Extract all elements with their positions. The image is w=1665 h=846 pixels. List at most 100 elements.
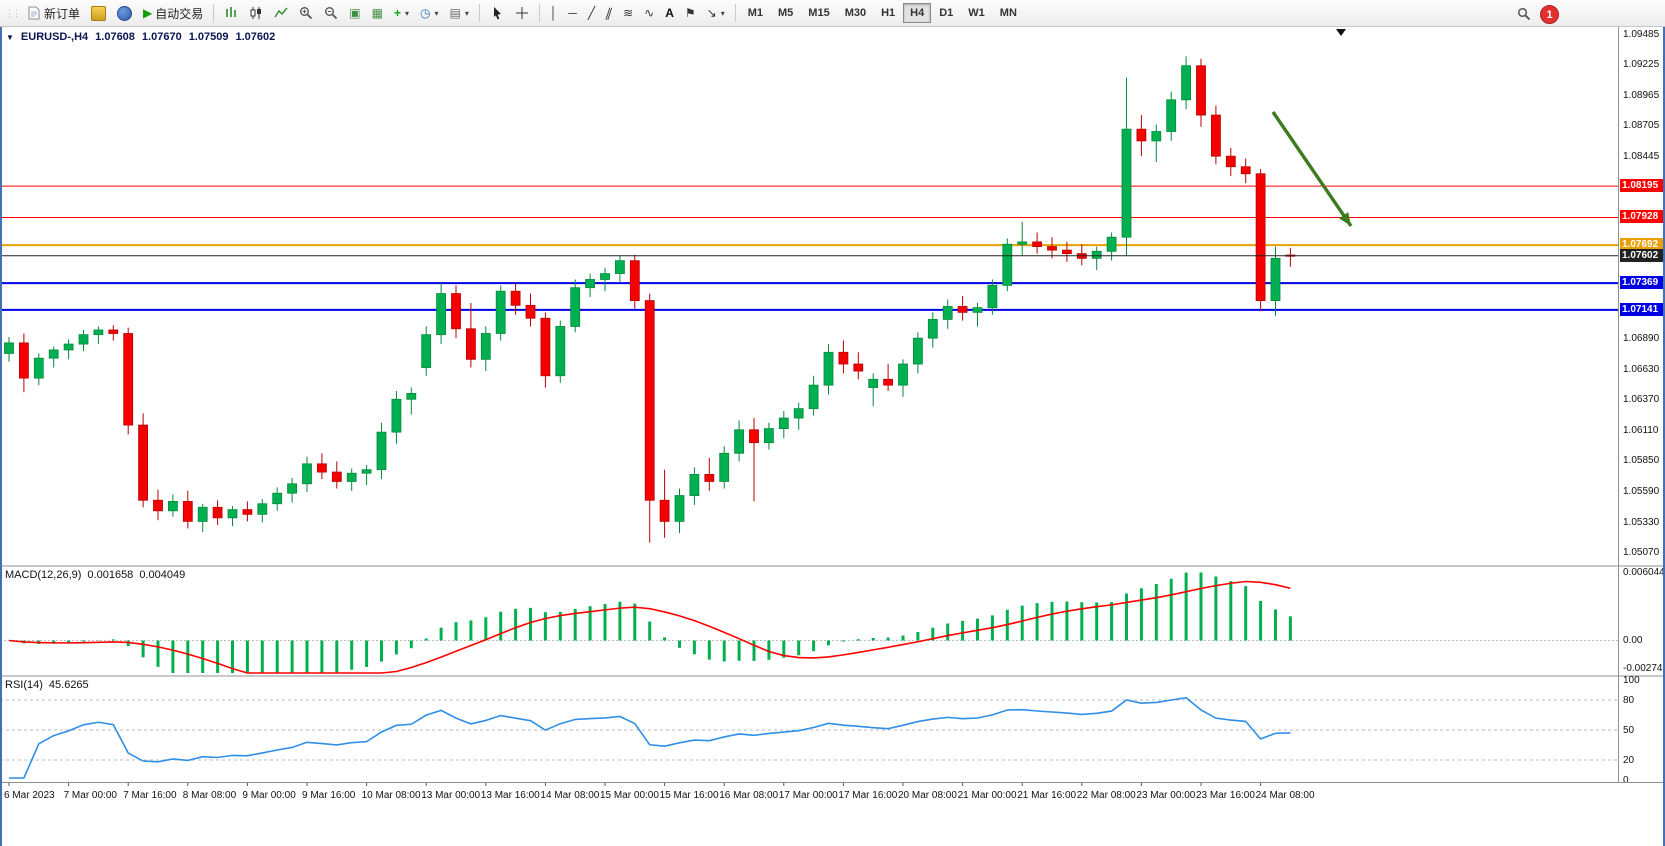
timeframe-h1-button[interactable]: H1 — [874, 3, 902, 23]
chevron-down-icon: ▾ — [720, 8, 725, 18]
price-scale-label: 1.06890 — [1623, 333, 1660, 345]
timeframe-m30-button[interactable]: M30 — [838, 3, 873, 23]
timeframe-m15-button[interactable]: M15 — [801, 3, 836, 23]
price-scale-label: 1.06370 — [1623, 394, 1660, 406]
search-icon — [1517, 7, 1531, 21]
equidistant-channel-button[interactable]: ∥ — [601, 2, 617, 24]
timeframe-w1-button[interactable]: W1 — [961, 3, 992, 23]
text-icon: A — [665, 6, 674, 20]
time-axis[interactable]: 6 Mar 2023 7 Mar 00:00 7 Mar 16:00 8 Mar 08… — [0, 782, 1665, 808]
rsi-title: RSI(14) 45.6265 — [5, 679, 89, 691]
new-order-label: 新订单 — [44, 6, 81, 21]
market-watch-button[interactable] — [112, 2, 137, 24]
cycle-lines-icon: ∿ — [644, 6, 655, 20]
time-axis-label: 21 Mar 16:00 — [1017, 790, 1077, 801]
time-axis-label: 7 Mar 16:00 — [123, 790, 177, 801]
fibonacci-button[interactable]: ≋ — [618, 2, 638, 24]
bar-chart-icon — [226, 7, 237, 17]
text-button[interactable]: A — [660, 2, 679, 24]
toolbar-grip[interactable]: ⋮⋮ — [5, 7, 21, 18]
cascade-windows-button[interactable]: ▦ — [367, 2, 388, 24]
candlestick-chart-button[interactable] — [244, 2, 268, 24]
templates-button[interactable]: ▤ ▾ — [444, 2, 473, 24]
vertical-line-icon: │ — [549, 6, 558, 20]
price-level-badge: 1.08195 — [1620, 179, 1663, 193]
rsi-scale-label: 80 — [1623, 695, 1635, 706]
periodicity-button[interactable]: ◷ ▾ — [415, 2, 444, 24]
text-label-button[interactable]: ⚑ — [680, 2, 701, 24]
tile-windows-button[interactable]: ▣ — [344, 2, 365, 24]
timeframe-m1-button[interactable]: M1 — [741, 3, 770, 23]
time-axis-label: 17 Mar 00:00 — [778, 790, 838, 801]
timeframe-d1-button[interactable]: D1 — [932, 3, 960, 23]
symbol-menu-icon[interactable]: ▼ — [6, 32, 14, 42]
zoom-out-button[interactable] — [319, 2, 343, 24]
bar-chart-button[interactable] — [219, 2, 243, 24]
trendline-button[interactable]: ╱ — [583, 2, 600, 24]
chevron-down-icon: ▾ — [434, 8, 439, 18]
zoom-out-icon — [325, 7, 338, 20]
new-order-icon — [28, 6, 40, 20]
cycle-lines-button[interactable]: ∿ — [639, 2, 659, 24]
price-scale-label: 1.08445 — [1623, 150, 1660, 162]
template-icon: ▤ — [449, 6, 461, 20]
metaeditor-button[interactable] — [86, 2, 111, 24]
rsi-scale-label: 20 — [1623, 755, 1635, 766]
vertical-line-button[interactable]: │ — [545, 2, 563, 24]
search-button[interactable] — [1512, 3, 1536, 25]
timeframe-mn-button[interactable]: MN — [993, 3, 1024, 23]
new-order-button[interactable]: 新订单 — [22, 2, 85, 24]
cursor-button[interactable] — [485, 2, 509, 24]
rsi-scale-label: 0 — [1623, 775, 1629, 786]
window-frame-left — [0, 27, 2, 846]
time-axis-label: 15 Mar 00:00 — [600, 790, 659, 801]
time-axis-label: 9 Mar 16:00 — [302, 790, 356, 801]
time-axis-label: 13 Mar 00:00 — [421, 790, 481, 801]
time-axis-label: 10 Mar 08:00 — [361, 790, 421, 801]
chart-symbol-period: EURUSD-,H4 — [20, 31, 89, 43]
macd-main-value: 0.001658 — [87, 569, 134, 581]
rsi-scale-label: 50 — [1623, 725, 1635, 736]
price-scale-label: 1.08705 — [1623, 120, 1660, 132]
macd-scale-label: -0.002746 — [1623, 663, 1665, 674]
price-level-badge: 1.07602 — [1620, 248, 1663, 262]
fibonacci-icon: ≋ — [623, 6, 634, 20]
time-axis-label: 14 Mar 08:00 — [540, 790, 600, 801]
price-scale-label: 1.09485 — [1623, 28, 1660, 40]
ohlc-open: 1.07608 — [95, 31, 135, 43]
autotrading-button[interactable]: ▶ 自动交易 — [138, 2, 208, 24]
zoom-in-button[interactable] — [294, 2, 318, 24]
macd-title: MACD(12,26,9) 0.001658 0.004049 — [5, 569, 185, 581]
window-frame-right — [1663, 27, 1665, 846]
price-level-badge: 1.07692 — [1620, 238, 1663, 252]
market-watch-icon — [117, 5, 133, 21]
notification-badge[interactable]: 1 — [1540, 5, 1559, 24]
arrows-button[interactable]: ↘ ▾ — [702, 2, 730, 24]
timeframe-h4-button[interactable]: H4 — [903, 3, 932, 23]
line-chart-icon — [274, 7, 288, 18]
chevron-down-icon: ▾ — [404, 8, 409, 18]
time-axis-label: 17 Mar 16:00 — [838, 790, 898, 801]
new-chart-icon: + — [393, 6, 401, 20]
crosshair-button[interactable] — [510, 2, 534, 24]
trendline-icon: ╱ — [587, 6, 596, 20]
timeframe-m5-button[interactable]: M5 — [771, 3, 800, 23]
toolbar-separator — [478, 4, 480, 22]
time-axis-label: 24 Mar 08:00 — [1255, 790, 1315, 801]
rsi-scale-label: 100 — [1623, 675, 1640, 686]
price-scale[interactable]: 1.09485 1.09225 1.08965 1.08705 1.08445 1.068… — [1618, 27, 1665, 786]
horizontal-line-button[interactable]: ─ — [563, 2, 582, 24]
line-chart-button[interactable] — [269, 2, 293, 24]
price-scale-label: 1.09225 — [1623, 59, 1660, 71]
rsi-label: RSI(14) — [5, 679, 43, 691]
crosshair-icon — [515, 7, 528, 19]
toolbar-separator — [734, 4, 736, 22]
time-axis-label: 15 Mar 16:00 — [659, 790, 719, 801]
price-scale-label: 1.06630 — [1623, 363, 1660, 375]
price-scale-label: 1.06110 — [1623, 424, 1659, 436]
tile-windows-icon: ▣ — [349, 6, 361, 20]
new-chart-button[interactable]: + ▾ — [389, 2, 414, 24]
chart-title: ▼ EURUSD-,H4 1.07608 1.07670 1.07509 1.0… — [6, 31, 275, 43]
